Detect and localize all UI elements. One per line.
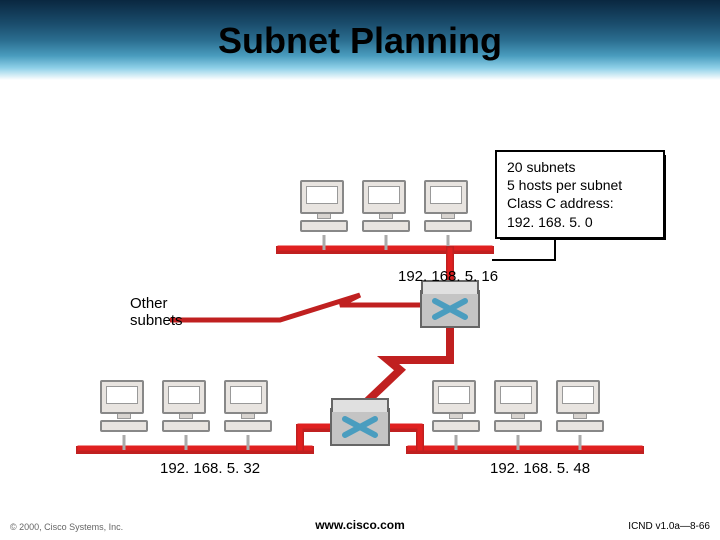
computer-br-0 (432, 380, 480, 432)
info-panel: 20 subnets 5 hosts per subnet Class C ad… (495, 150, 665, 239)
computer-top-1 (362, 180, 410, 232)
label-subnet-32: 192. 168. 5. 32 (160, 460, 260, 477)
network-cables (0, 0, 720, 540)
page-title: Subnet Planning (0, 20, 720, 62)
computer-br-2 (556, 380, 604, 432)
computer-bl-2 (224, 380, 272, 432)
computer-bl-1 (162, 380, 210, 432)
info-line-2: 5 hosts per subnet (507, 176, 653, 194)
label-other-subnets: Other subnets (130, 295, 183, 329)
computer-bl-0 (100, 380, 148, 432)
info-line-1: 20 subnets (507, 158, 653, 176)
label-subnet-48: 192. 168. 5. 48 (490, 460, 590, 477)
computer-top-0 (300, 180, 348, 232)
info-line-3: Class C address: (507, 194, 653, 212)
info-line-4: 192. 168. 5. 0 (507, 213, 653, 231)
computer-top-2 (424, 180, 472, 232)
label-subnet-16: 192. 168. 5. 16 (398, 268, 498, 285)
router-top (420, 290, 480, 328)
computer-br-1 (494, 380, 542, 432)
router-bottom (330, 408, 390, 446)
